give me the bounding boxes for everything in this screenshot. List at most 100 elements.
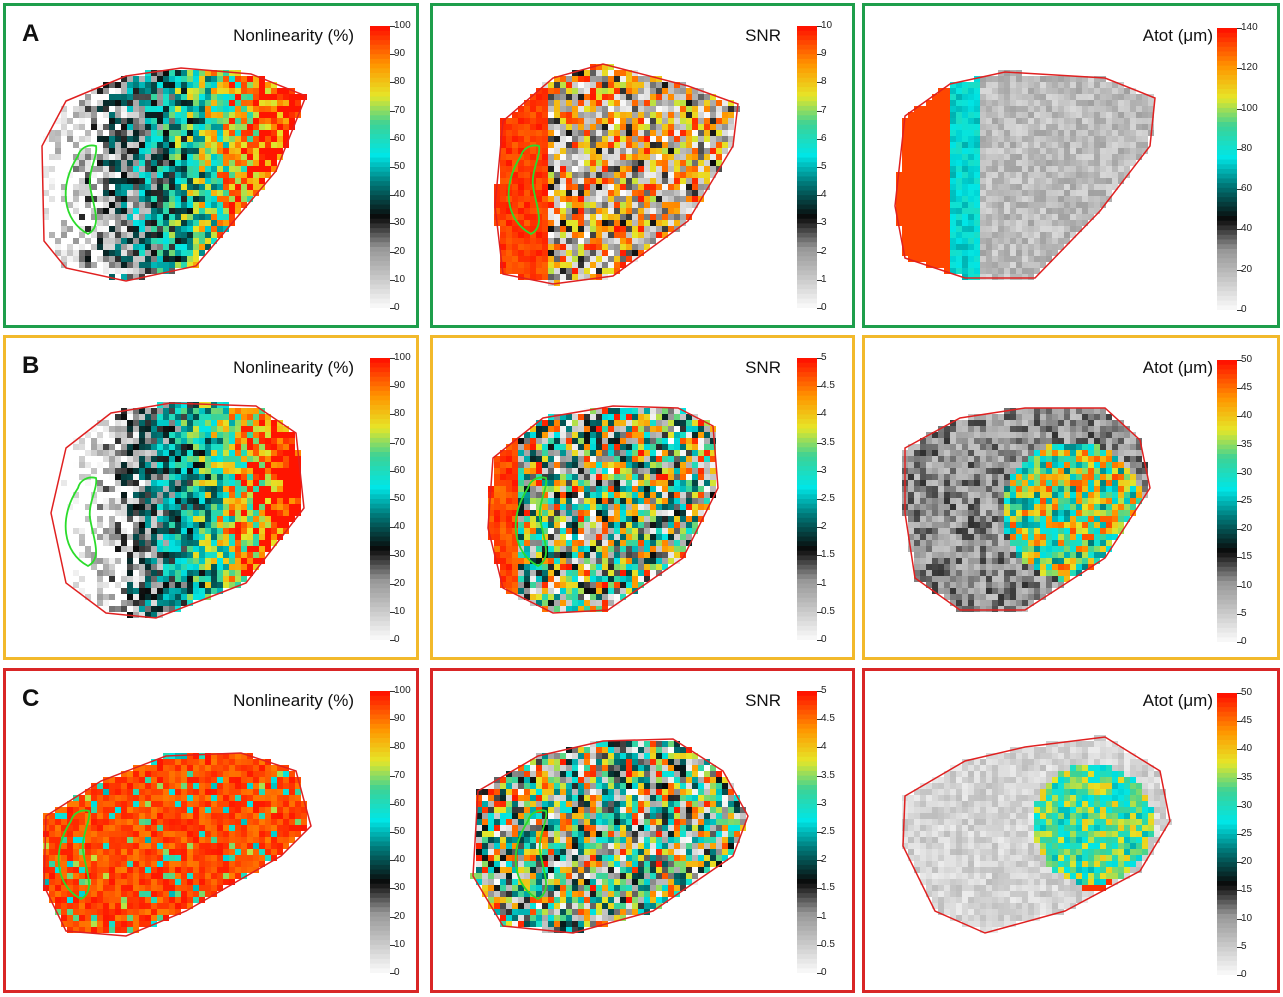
heatmap-pixel [722, 142, 728, 148]
heatmap-pixel [157, 190, 163, 196]
colorbar-segment [1217, 70, 1237, 76]
heatmap-pixel [97, 244, 103, 250]
heatmap-pixel [235, 468, 241, 474]
heatmap-pixel [908, 154, 914, 160]
heatmap-pixel [644, 166, 650, 172]
heatmap-pixel [145, 462, 151, 468]
heatmap-pixel [97, 516, 103, 522]
heatmap-pixel [109, 582, 115, 588]
heatmap-pixel [163, 124, 169, 130]
heatmap-pixel [626, 166, 632, 172]
heatmap-pixel [271, 516, 277, 522]
heatmap-pixel [614, 136, 620, 142]
heatmap-pixel [1046, 238, 1052, 244]
heatmap-pixel [1058, 112, 1064, 118]
heatmap-pixel [73, 510, 79, 516]
heatmap-pixel [938, 196, 944, 202]
heatmap-pixel [109, 154, 115, 160]
heatmap-pixel [692, 154, 698, 160]
colorbar-segment [797, 101, 817, 107]
heatmap-pixel [211, 522, 217, 528]
heatmap-pixel [79, 528, 85, 534]
heatmap-pixel [512, 244, 518, 250]
heatmap-pixel [572, 244, 578, 250]
heatmap-pixel [157, 504, 163, 510]
heatmap-pixel [85, 100, 91, 106]
heatmap-pixel [674, 82, 680, 88]
heatmap-pixel [1022, 118, 1028, 124]
heatmap-pixel [1016, 172, 1022, 178]
heatmap-pixel [956, 268, 962, 274]
heatmap-pixel [73, 220, 79, 226]
heatmap-pixel [986, 202, 992, 208]
heatmap-pixel [632, 238, 638, 244]
heatmap-pixel [109, 588, 115, 594]
heatmap-pixel [1100, 118, 1106, 124]
heatmap-pixel [133, 522, 139, 528]
heatmap-pixel [572, 232, 578, 238]
heatmap-pixel [133, 196, 139, 202]
heatmap-pixel [518, 178, 524, 184]
heatmap-pixel [109, 184, 115, 190]
heatmap-pixel [566, 184, 572, 190]
heatmap-pixel [1112, 118, 1118, 124]
heatmap-pixel [998, 154, 1004, 160]
heatmap-pixel [542, 274, 548, 280]
heatmap-pixel [596, 232, 602, 238]
heatmap-pixel [974, 178, 980, 184]
heatmap-pixel [127, 94, 133, 100]
heatmap-pixel [247, 142, 253, 148]
heatmap-pixel [67, 160, 73, 166]
heatmap-pixel [139, 588, 145, 594]
heatmap-pixel [908, 166, 914, 172]
heatmap-pixel [145, 528, 151, 534]
colorbar-segment [1217, 37, 1237, 43]
heatmap-pixel [277, 450, 283, 456]
heatmap-pixel [1034, 232, 1040, 238]
heatmap-pixel [1082, 178, 1088, 184]
heatmap-pixel [908, 250, 914, 256]
colorbar-tick-label: 20 [394, 577, 406, 589]
heatmap-pixel [566, 106, 572, 112]
heatmap-pixel [151, 112, 157, 118]
heatmap-pixel [1046, 190, 1052, 196]
heatmap-pixel [133, 268, 139, 274]
heatmap-pixel [1112, 160, 1118, 166]
heatmap-pixel [650, 226, 656, 232]
heatmap-pixel [91, 498, 97, 504]
heatmap-pixel [584, 100, 590, 106]
heatmap-pixel [121, 184, 127, 190]
heatmap-pixel [235, 438, 241, 444]
heatmap-pixel [229, 558, 235, 564]
heatmap-pixel [530, 166, 536, 172]
heatmap-pixel [998, 148, 1004, 154]
colorbar-segment [1217, 277, 1237, 283]
heatmap-pixel [229, 82, 235, 88]
heatmap-pixel [980, 130, 986, 136]
heatmap-pixel [602, 184, 608, 190]
heatmap-pixel [938, 190, 944, 196]
heatmap-pixel [109, 540, 115, 546]
heatmap-pixel [205, 408, 211, 414]
heatmap-pixel [1136, 106, 1142, 112]
heatmap-pixel [506, 232, 512, 238]
heatmap-pixel [1136, 100, 1142, 106]
heatmap-pixel [187, 450, 193, 456]
heatmap-pixel [1028, 106, 1034, 112]
heatmap-pixel [974, 106, 980, 112]
heatmap-pixel [932, 130, 938, 136]
heatmap-pixel [115, 504, 121, 510]
heatmap-pixel [223, 408, 229, 414]
heatmap-pixel [692, 420, 698, 426]
heatmap-pixel [620, 94, 626, 100]
heatmap-pixel [229, 432, 235, 438]
heatmap-pixel [980, 250, 986, 256]
heatmap-pixel [235, 486, 241, 492]
heatmap-pixel [61, 534, 67, 540]
heatmap-pixel [944, 208, 950, 214]
heatmap-pixel [193, 498, 199, 504]
heatmap-pixel [241, 100, 247, 106]
heatmap-pixel [49, 208, 55, 214]
heatmap-pixel [1022, 214, 1028, 220]
heatmap-pixel [289, 498, 295, 504]
